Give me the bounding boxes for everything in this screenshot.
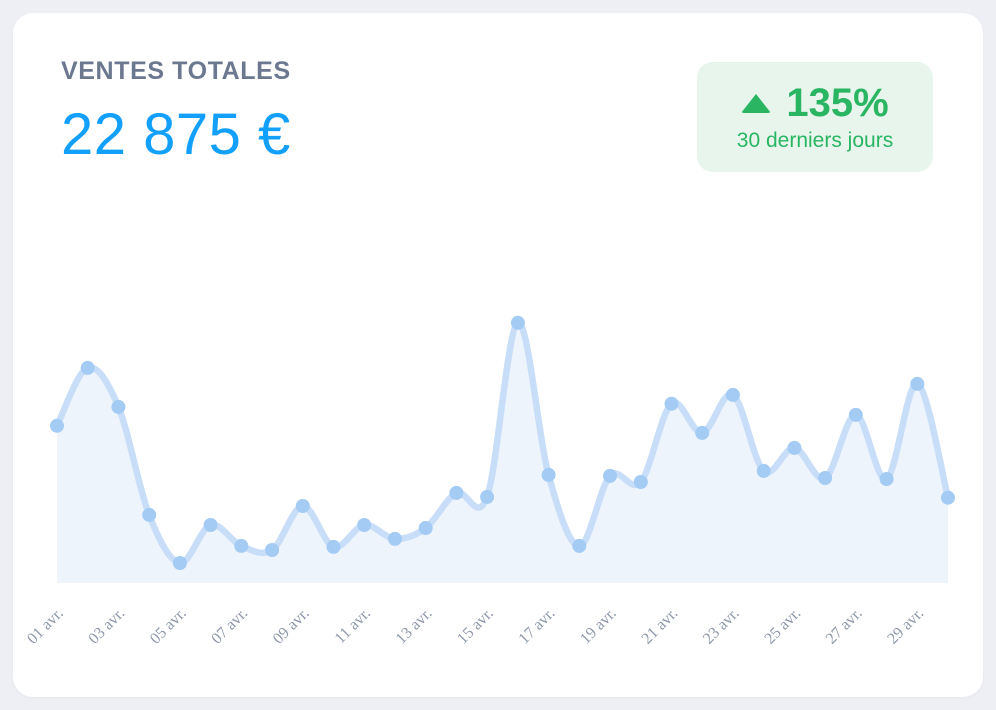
card-title: VENTES TOTALES xyxy=(61,57,291,85)
trend-period: 30 derniers jours xyxy=(736,129,894,152)
data-point-21-avr-[interactable] xyxy=(664,396,679,411)
data-point-24-avr-[interactable] xyxy=(756,463,771,478)
x-axis-label: 05 avr. xyxy=(147,605,190,648)
chart-area-fill xyxy=(57,322,948,583)
data-point-16-avr-[interactable] xyxy=(510,315,525,330)
data-point-15-avr-[interactable] xyxy=(480,489,495,504)
card-header: VENTES TOTALES 22 875 € 135% 30 derniers… xyxy=(61,57,933,172)
data-point-30-avr-[interactable] xyxy=(941,490,955,505)
data-point-01-avr-[interactable] xyxy=(50,418,64,433)
x-axis-label: 11 avr. xyxy=(332,605,374,647)
sales-line-chart[interactable]: 01 avr. 03 avr. 05 avr. 07 avr. 09 avr. 11 av… xyxy=(13,13,983,697)
x-axis-label: 17 avr. xyxy=(516,605,559,648)
data-point-23-avr-[interactable] xyxy=(725,387,740,402)
data-point-09-avr-[interactable] xyxy=(295,499,310,513)
trend-row: 135% xyxy=(741,81,889,126)
data-point-05-avr-[interactable] xyxy=(172,556,187,570)
trend-percent: 135% xyxy=(786,81,889,125)
x-axis-label: 25 avr. xyxy=(761,605,804,648)
data-point-02-avr-[interactable] xyxy=(80,360,95,375)
title-block: VENTES TOTALES 22 875 € xyxy=(61,57,291,168)
x-axis-label: 23 avr. xyxy=(700,605,743,648)
data-point-11-avr-[interactable] xyxy=(357,518,372,532)
data-point-25-avr-[interactable] xyxy=(787,440,802,455)
x-axis-label: 03 avr. xyxy=(85,605,128,648)
data-point-03-avr-[interactable] xyxy=(111,399,126,414)
data-point-26-avr-[interactable] xyxy=(818,471,833,485)
data-point-20-avr-[interactable] xyxy=(633,475,648,489)
sales-summary-card: VENTES TOTALES 22 875 € 135% 30 derniers… xyxy=(13,13,983,697)
data-point-08-avr-[interactable] xyxy=(265,543,280,557)
data-point-07-avr-[interactable] xyxy=(234,538,249,553)
x-axis-label: 13 avr. xyxy=(393,605,436,648)
triangle-up-icon xyxy=(741,94,772,113)
data-point-29-avr-[interactable] xyxy=(910,376,925,391)
data-point-04-avr-[interactable] xyxy=(142,507,157,522)
data-point-06-avr-[interactable] xyxy=(203,518,218,532)
x-axis-label: 01 avr. xyxy=(24,605,67,648)
trend-badge: 135% 30 derniers jours xyxy=(697,62,933,172)
data-point-27-avr-[interactable] xyxy=(848,407,863,422)
x-axis-label: 29 avr. xyxy=(884,605,927,648)
data-point-14-avr-[interactable] xyxy=(449,485,464,500)
x-axis-label: 21 avr. xyxy=(639,605,682,648)
x-axis-label: 09 avr. xyxy=(270,605,313,648)
data-point-12-avr-[interactable] xyxy=(388,531,402,546)
data-point-19-avr-[interactable] xyxy=(603,468,617,483)
data-point-17-avr-[interactable] xyxy=(541,467,556,482)
x-axis-label: 27 avr. xyxy=(823,605,866,648)
x-axis-label: 15 avr. xyxy=(454,605,497,648)
total-sales-amount: 22 875 € xyxy=(61,102,291,167)
x-axis-label: 07 avr. xyxy=(208,605,251,648)
x-axis-label: 19 avr. xyxy=(577,605,620,648)
data-point-13-avr-[interactable] xyxy=(418,521,433,535)
data-point-28-avr-[interactable] xyxy=(879,472,894,486)
data-point-10-avr-[interactable] xyxy=(326,539,341,554)
data-point-22-avr-[interactable] xyxy=(695,425,710,440)
data-point-18-avr-[interactable] xyxy=(572,538,587,553)
